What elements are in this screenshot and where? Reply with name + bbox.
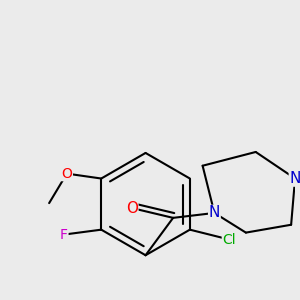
Text: O: O xyxy=(61,167,72,181)
Text: O: O xyxy=(126,200,138,215)
Text: Cl: Cl xyxy=(222,232,236,247)
Text: F: F xyxy=(60,228,68,242)
Text: N: N xyxy=(209,206,220,220)
Text: N: N xyxy=(290,171,300,186)
